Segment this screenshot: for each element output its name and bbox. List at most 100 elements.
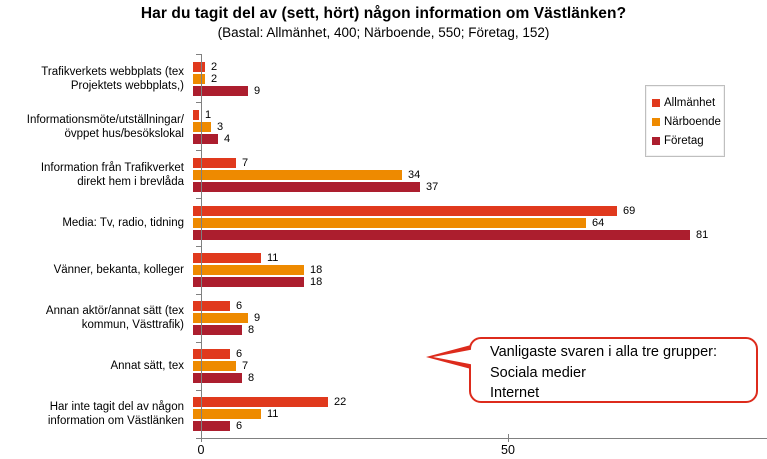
value-label: 6 xyxy=(236,300,243,313)
bar-allmänhet xyxy=(193,301,230,312)
chart-row: Har inte tagit del av någon information … xyxy=(0,390,767,438)
chart-row: Vänner, bekanta, kolleger 11 18 18 xyxy=(0,247,767,295)
bar-group: 69 64 81 xyxy=(193,204,767,241)
bar-line: 7 xyxy=(193,156,767,169)
bar-företag xyxy=(193,421,230,432)
value-label: 18 xyxy=(310,276,323,289)
bar-närboende xyxy=(193,265,304,276)
bar-line: 64 xyxy=(193,216,767,229)
bar-närboende xyxy=(193,121,211,132)
value-label: 2 xyxy=(211,60,218,73)
chart-row: Annan aktör/annat sätt (tex kommun, Väst… xyxy=(0,294,767,342)
value-label: 11 xyxy=(267,252,279,265)
bar-line: 37 xyxy=(193,180,767,193)
category-label: Vänner, bekanta, kolleger xyxy=(53,264,184,277)
bar-allmänhet xyxy=(193,109,199,120)
bar-line: 18 xyxy=(193,264,767,277)
bar-line: 2 xyxy=(193,60,767,73)
bar-närboende xyxy=(193,361,236,372)
y-axis-tick xyxy=(196,102,202,103)
bar-allmänhet xyxy=(193,157,236,168)
callout-line: Vanligaste svaren i alla tre grupper: xyxy=(490,344,718,360)
bar-line: 9 xyxy=(193,85,767,96)
legend-item-företag: Företag xyxy=(652,131,718,150)
y-axis-tick xyxy=(196,198,202,199)
chart-row: Media: Tv, radio, tidning 69 64 81 xyxy=(0,199,767,247)
chart-row: Trafikverkets webbplats (tex Projektets … xyxy=(0,55,767,103)
bar-line: 6 xyxy=(193,300,767,313)
category-label: Annan aktör/annat sätt (tex kommun, Väst… xyxy=(45,305,184,332)
callout-line: Internet xyxy=(490,385,540,401)
y-axis-tick xyxy=(196,390,202,391)
chart-title: Har du tagit del av (sett, hört) någon i… xyxy=(140,5,627,22)
value-label: 8 xyxy=(248,324,255,337)
legend-swatch-icon xyxy=(652,117,660,126)
x-axis-line xyxy=(196,438,767,439)
bar-line: 81 xyxy=(193,228,767,241)
bar-allmänhet xyxy=(193,61,205,72)
category-label: Har inte tagit del av någon information … xyxy=(47,401,184,428)
bar-närboende xyxy=(193,73,205,84)
y-axis-tick xyxy=(196,438,202,439)
value-label: 4 xyxy=(224,132,231,145)
value-label: 9 xyxy=(254,312,261,325)
bar-allmänhet xyxy=(193,349,230,360)
value-label: 2 xyxy=(211,72,218,85)
value-label: 3 xyxy=(217,120,224,133)
callout-line: Sociala medier xyxy=(490,364,586,381)
x-axis-tick-label: 50 xyxy=(501,443,515,457)
value-label: 6 xyxy=(236,348,243,361)
bar-närboende xyxy=(193,313,248,324)
bar-line: 7 xyxy=(193,361,767,372)
category-label: Media: Tv, radio, tidning xyxy=(62,216,184,229)
bar-line: 18 xyxy=(193,276,767,289)
y-axis-tick xyxy=(196,150,202,151)
bar-line: 11 xyxy=(193,252,767,265)
chart-rows: Trafikverkets webbplats (tex Projektets … xyxy=(0,55,767,438)
bar-allmänhet xyxy=(193,253,261,264)
bar-line: 3 xyxy=(193,120,767,133)
legend-swatch-icon xyxy=(652,136,660,145)
legend-item-allmänhet: Allmänhet xyxy=(652,93,718,112)
legend-item-närboende: Närboende xyxy=(652,112,721,131)
value-label: 34 xyxy=(408,168,421,181)
value-label: 1 xyxy=(205,108,212,121)
bar-allmänhet xyxy=(193,205,617,216)
bar-företag xyxy=(193,229,690,240)
value-label: 64 xyxy=(592,216,605,229)
bar-line: 11 xyxy=(193,409,767,420)
bar-företag xyxy=(193,325,242,336)
value-label: 37 xyxy=(426,180,439,193)
value-label: 7 xyxy=(242,156,249,169)
legend-label: Närboende xyxy=(664,115,721,128)
chart-subtitle: (Bastal: Allmänhet, 400; Närboende, 550;… xyxy=(217,25,550,40)
y-axis-tick xyxy=(196,294,202,295)
x-axis-tick-label: 0 xyxy=(197,443,205,457)
bar-line: 69 xyxy=(193,204,767,217)
value-label: 22 xyxy=(334,396,347,409)
value-label: 69 xyxy=(623,204,636,217)
category-label: Annat sätt, tex xyxy=(110,360,184,373)
bar-allmänhet xyxy=(193,397,328,408)
bar-group: 22 11 6 xyxy=(193,396,767,432)
y-axis-tick xyxy=(196,246,202,247)
value-label: 18 xyxy=(310,264,323,277)
x-axis-tick xyxy=(508,434,509,442)
bar-group: 11 18 18 xyxy=(193,252,767,289)
chart-row: Annat sätt, tex 6 7 8 xyxy=(0,342,767,390)
legend-label: Allmänhet xyxy=(664,96,716,109)
category-label: Informationsmöte/utställningar/ övppet h… xyxy=(26,113,184,140)
bar-närboende xyxy=(193,409,261,420)
bar-line: 8 xyxy=(193,373,767,384)
bar-line: 6 xyxy=(193,348,767,361)
bar-line: 34 xyxy=(193,168,767,181)
value-label: 81 xyxy=(696,228,709,241)
bar-närboende xyxy=(193,217,586,228)
bar-företag xyxy=(193,373,242,384)
y-axis-tick xyxy=(196,54,202,55)
bar-företag xyxy=(193,277,304,288)
